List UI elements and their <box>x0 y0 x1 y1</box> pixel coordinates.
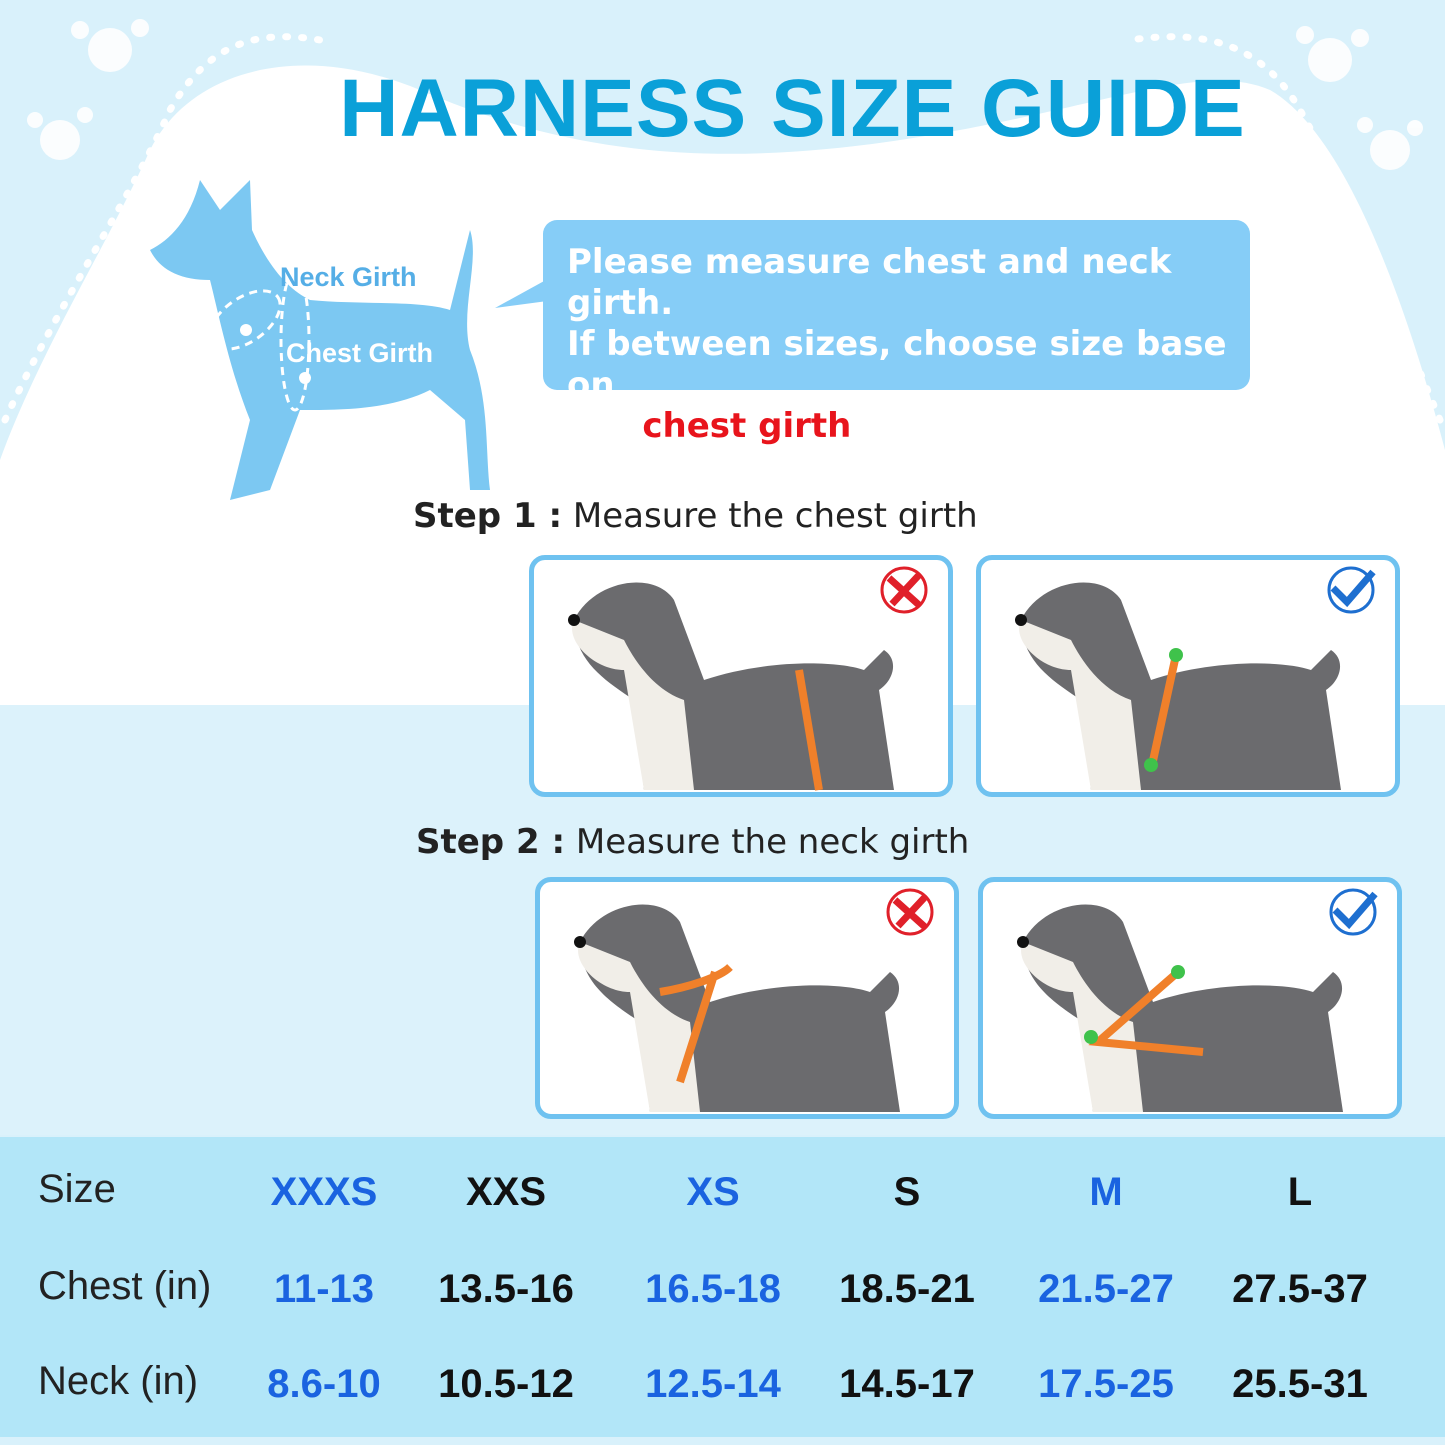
size-cell-sizes: S <box>893 1170 921 1214</box>
neck-girth-label: Neck Girth <box>280 262 417 292</box>
blue-check-icon <box>1327 566 1376 614</box>
instruction-period: . <box>851 406 865 446</box>
dog-photo <box>1015 566 1376 790</box>
red-cross-icon <box>880 566 928 614</box>
row-label-chest: Chest (in) <box>38 1264 212 1308</box>
dog-photo <box>1017 888 1378 1112</box>
size-cell-chest: 21.5-27 <box>1038 1267 1174 1311</box>
step-1-wrong-photo <box>529 555 953 797</box>
instruction-line-3: the <box>567 406 643 446</box>
step-1-heading: Step 1 : Measure the chest girth <box>413 496 978 536</box>
size-cell-neck: 10.5-12 <box>438 1362 574 1406</box>
page-title: HARNESS SIZE GUIDE <box>339 63 1246 154</box>
instruction-bubble: Please measure chest and neck girth. If … <box>543 220 1250 446</box>
step-1-text: Measure the chest girth <box>562 496 978 536</box>
instruction-line-1: Please measure chest and neck girth. <box>567 242 1172 323</box>
size-cell-neck: 8.6-10 <box>267 1362 381 1406</box>
size-cell-neck: 17.5-25 <box>1038 1362 1174 1406</box>
size-cell-chest: 16.5-18 <box>645 1267 781 1311</box>
dog-photo <box>568 566 928 791</box>
size-cell-chest: 18.5-21 <box>839 1267 975 1311</box>
size-cell-sizes: L <box>1287 1170 1313 1214</box>
step-1-label: Step 1 : <box>413 496 563 536</box>
size-cell-sizes: XXS <box>465 1170 547 1214</box>
size-cell-sizes: XS <box>686 1170 740 1214</box>
step-2-wrong-photo <box>535 877 959 1119</box>
red-cross-icon <box>886 888 934 936</box>
size-table: Size Chest (in) Neck (in) XXXS XXS XS S M L 11… <box>0 1137 1445 1437</box>
instruction-line-2: If between sizes, choose size base on <box>567 324 1227 405</box>
row-label-neck: Neck (in) <box>38 1359 199 1403</box>
size-cell-neck: 25.5-31 <box>1232 1362 1368 1406</box>
row-label-size: Size <box>38 1167 116 1211</box>
dog-silhouette-diagram: Neck Girth Chest Girth <box>150 180 490 500</box>
bubble-tail <box>495 275 555 308</box>
chest-girth-label: Chest Girth <box>286 338 433 368</box>
step-2-label: Step 2 : <box>416 822 566 862</box>
step-2-correct-photo <box>978 877 1402 1119</box>
step-2-heading: Step 2 : Measure the neck girth <box>416 822 969 862</box>
step-1-correct-photo <box>976 555 1400 797</box>
size-cell-neck: 14.5-17 <box>839 1362 975 1406</box>
paw-print-icons <box>27 19 1423 170</box>
dog-photo <box>574 888 934 1112</box>
step-2-text: Measure the neck girth <box>565 822 970 862</box>
size-cell-chest: 27.5-37 <box>1232 1267 1368 1311</box>
size-cell-chest: 13.5-16 <box>438 1267 574 1311</box>
size-cell-chest: 11-13 <box>273 1267 375 1311</box>
size-cell-neck: 12.5-14 <box>645 1362 781 1406</box>
blue-check-icon <box>1329 888 1378 936</box>
size-cell-sizes: M <box>1089 1170 1123 1214</box>
chest-girth-highlight: chest girth <box>642 406 852 446</box>
size-cell-sizes: XXXS <box>270 1170 378 1214</box>
